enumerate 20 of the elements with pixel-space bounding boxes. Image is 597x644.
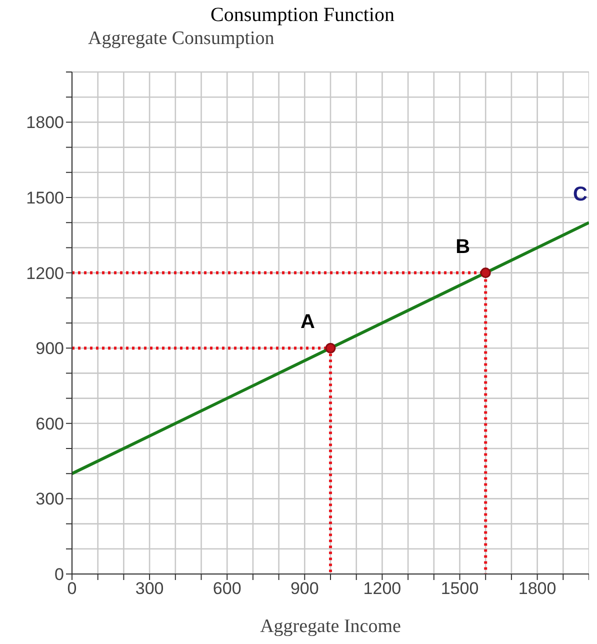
- y-tick-label: 1500: [26, 188, 64, 208]
- y-tick-label: 1800: [26, 113, 64, 132]
- x-axis-title: Aggregate Income: [260, 616, 401, 637]
- annotation: A: [300, 311, 315, 334]
- y-tick-label: 600: [36, 414, 64, 434]
- y-axis-title: Aggregate Consumption: [88, 28, 274, 50]
- x-tick-label: 0: [67, 579, 77, 598]
- x-tick-label: 900: [290, 579, 319, 598]
- y-tick-label: 1200: [26, 264, 64, 283]
- x-tick-label: 1200: [363, 579, 402, 598]
- x-tick-label: 1800: [518, 579, 556, 598]
- series-label: C: [573, 184, 588, 206]
- chart-title: Consumption Function: [210, 4, 396, 27]
- y-tick-label: 900: [36, 339, 64, 358]
- y-tick-label: 300: [36, 490, 64, 509]
- x-tick-label: 300: [135, 579, 164, 598]
- x-tick-label: 600: [212, 579, 242, 598]
- x-tick-label: 1500: [440, 579, 479, 598]
- y-tick-label: 0: [54, 565, 64, 584]
- annotation: B: [456, 236, 470, 258]
